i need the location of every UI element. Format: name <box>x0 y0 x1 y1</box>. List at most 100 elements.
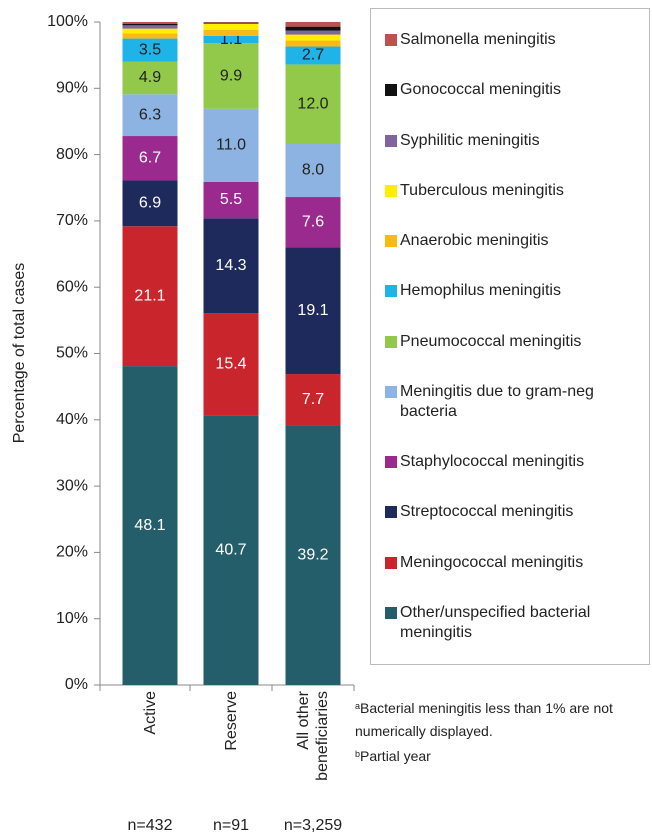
bar-segment <box>203 108 259 182</box>
legend-swatch <box>385 285 397 298</box>
y-tick-label: 70% <box>56 212 88 229</box>
bar-segment <box>203 218 259 314</box>
legend-entry: Tuberculous meningitis <box>385 181 645 201</box>
legend-swatch <box>385 556 397 569</box>
bar-segment <box>122 366 178 685</box>
bar-segment <box>122 136 178 181</box>
data-label: 6.7 <box>139 149 161 166</box>
bar-segment <box>203 23 259 30</box>
bar-segment <box>285 64 341 144</box>
bar-segment <box>285 26 341 31</box>
legend-label: Streptococcal meningitis <box>400 503 574 521</box>
y-tick-label: 60% <box>56 278 88 295</box>
bar-segment <box>285 46 341 65</box>
y-tick-label: 100% <box>47 13 88 30</box>
data-label: 14.3 <box>215 257 246 274</box>
data-label: 7.6 <box>302 213 324 230</box>
legend-entry: Staphylococcal meningitis <box>385 452 645 472</box>
data-label: 19.1 <box>297 302 328 319</box>
legend-label: Anaerobic meningitis <box>400 232 549 250</box>
bar-segment <box>203 43 259 109</box>
bar-segment <box>122 28 178 34</box>
footnote-marker: b <box>355 749 361 759</box>
legend-entry: Meningococcal meningitis <box>385 553 645 573</box>
data-label: 15.4 <box>215 355 246 372</box>
bar-segment <box>122 38 178 62</box>
sample-size: n=432 <box>127 817 173 834</box>
legend-label: Gonococcal meningitis <box>400 81 561 99</box>
legend-entry: Other/unspecified bacterial meningitis <box>385 603 645 643</box>
sample-size: n=3,259 <box>283 817 343 834</box>
bar-segment <box>285 425 341 685</box>
bar-segment <box>203 22 259 23</box>
data-label: 8.0 <box>302 162 324 179</box>
bar-segment <box>122 61 178 95</box>
legend-swatch <box>385 456 397 469</box>
data-label: 48.1 <box>134 517 165 534</box>
y-tick-label: 10% <box>56 610 88 627</box>
bar-segment <box>122 94 178 137</box>
bar-segment <box>285 34 341 41</box>
legend-label: Tuberculous meningitis <box>400 181 564 199</box>
y-tick-label: 0% <box>65 676 88 693</box>
bar-segment <box>203 22 259 24</box>
legend-label: Salmonella meningitis <box>400 31 556 49</box>
data-label: 21.1 <box>134 287 165 304</box>
legend-swatch <box>385 606 397 619</box>
legend-entry: Anaerobic meningitis <box>385 231 645 251</box>
legend-swatch <box>385 506 397 519</box>
x-tick-label: All other beneficiaries <box>295 691 331 781</box>
bar-segment <box>203 29 259 36</box>
legend-label: Other/unspecified bacterial meningitis <box>400 603 591 641</box>
data-label: 4.9 <box>139 69 161 86</box>
footnotes: aBacterial meningitis less than 1% are n… <box>355 695 645 768</box>
legend-label: Meningococcal meningitis <box>400 553 584 571</box>
bar-segment <box>285 30 341 35</box>
bar-segment <box>285 247 341 375</box>
legend-entry: Syphilitic meningitis <box>385 131 645 151</box>
bar-segment <box>203 313 259 416</box>
x-tick-label: Reserve <box>222 691 240 751</box>
legend-swatch <box>385 235 397 248</box>
y-tick-label: 20% <box>56 544 88 561</box>
legend-entry: Gonococcal meningitis <box>385 80 645 100</box>
legend-entry: Pneumococcal meningitis <box>385 332 645 352</box>
data-label: 9.9 <box>220 67 242 84</box>
legend-entry: Meningitis due to gram-neg bacteria <box>385 382 645 422</box>
bar-segment <box>203 181 259 219</box>
y-tick-label: 40% <box>56 411 88 428</box>
y-tick-label: 90% <box>56 80 88 97</box>
bar-segment <box>122 226 178 367</box>
legend-swatch <box>385 84 397 97</box>
legend-entry: Streptococcal meningitis <box>385 502 645 522</box>
data-label: 6.3 <box>139 106 161 123</box>
legend-swatch <box>385 385 397 398</box>
bar-segment <box>203 415 259 685</box>
legend-swatch <box>385 184 397 197</box>
bar-segment <box>122 23 178 26</box>
sample-size: n=91 <box>212 817 250 834</box>
footnote: bPartial year <box>355 743 645 768</box>
bar-segment <box>285 374 341 426</box>
legend-entry: Hemophilus meningitis <box>385 281 645 301</box>
y-axis-label: Percentage of total cases <box>11 263 28 444</box>
bar-segment <box>285 40 341 47</box>
legend-label: Hemophilus meningitis <box>400 282 561 300</box>
legend: Salmonella meningitis Gonococcal meningit… <box>370 8 650 665</box>
data-label: 12.0 <box>297 95 328 112</box>
y-tick-label: 50% <box>56 345 88 362</box>
bar-segment <box>203 35 259 44</box>
legend-entry: Salmonella meningitis <box>385 30 645 50</box>
legend-label: Pneumococcal meningitis <box>400 332 582 350</box>
bar-segment <box>285 197 341 248</box>
data-label: 40.7 <box>215 541 246 558</box>
legend-swatch <box>385 34 397 47</box>
x-tick-label: Active <box>141 691 159 735</box>
data-label: 11.0 <box>216 137 246 154</box>
y-tick-label: 30% <box>56 477 88 494</box>
data-label: 6.9 <box>139 195 161 212</box>
bar-segment <box>122 22 178 24</box>
legend-label: Staphylococcal meningitis <box>400 453 585 471</box>
